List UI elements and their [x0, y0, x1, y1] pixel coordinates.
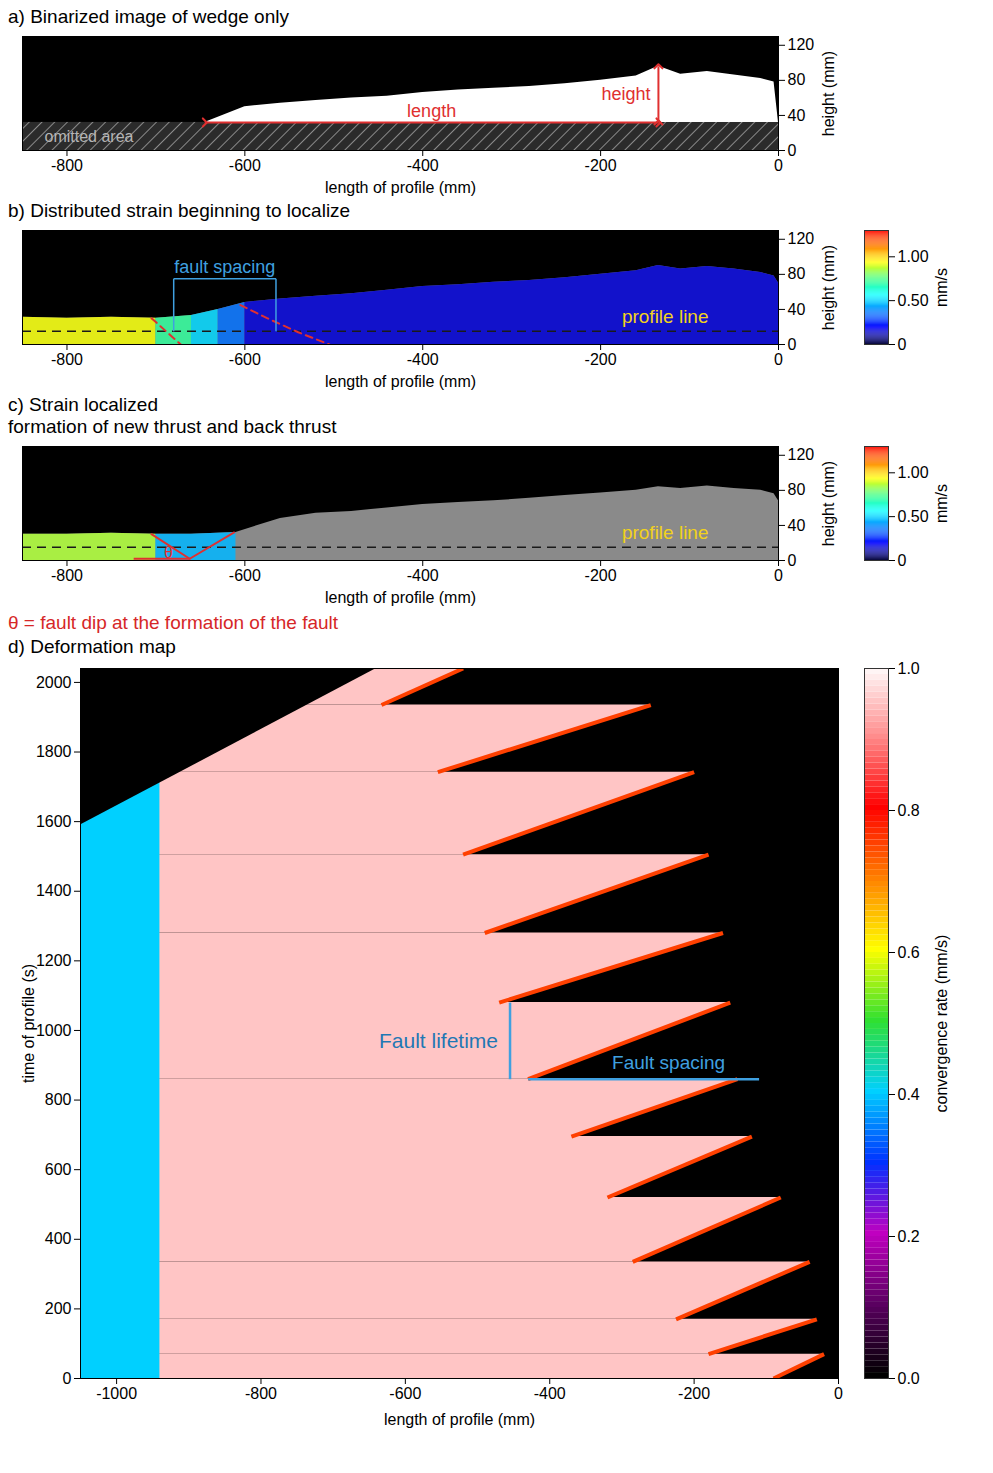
svg-text:mm/s: mm/s: [933, 484, 950, 523]
html-text:c) Strain localized: c) Strain localized: [8, 394, 158, 415]
svg-text:height (mm): height (mm): [820, 245, 837, 330]
svg-text:2000: 2000: [36, 674, 72, 691]
svg-text:120: 120: [788, 446, 815, 463]
svg-text:length of profile (mm): length of profile (mm): [325, 589, 476, 606]
svg-text:Fault spacing: Fault spacing: [612, 1052, 725, 1073]
svg-text:80: 80: [788, 265, 806, 282]
svg-text:200: 200: [45, 1300, 72, 1317]
svg-text:120: 120: [788, 230, 815, 247]
svg-text:0: 0: [788, 336, 797, 353]
svg-text:-400: -400: [407, 157, 439, 174]
svg-text:1.00: 1.00: [898, 464, 929, 481]
svg-text:-400: -400: [534, 1385, 566, 1402]
svg-text:-200: -200: [678, 1385, 710, 1402]
svg-text:1800: 1800: [36, 743, 72, 760]
svg-text:0: 0: [898, 552, 907, 569]
svg-text:120: 120: [788, 36, 815, 53]
svg-text:-1000: -1000: [96, 1385, 137, 1402]
html-text:d) Deformation map: d) Deformation map: [8, 636, 176, 657]
svg-text:length of profile (mm): length of profile (mm): [384, 1411, 535, 1428]
svg-text:-600: -600: [389, 1385, 421, 1402]
svg-text:profile line: profile line: [622, 306, 709, 327]
svg-text:0.6: 0.6: [898, 944, 920, 961]
svg-text:-600: -600: [229, 157, 261, 174]
svg-text:0.8: 0.8: [898, 802, 920, 819]
svg-text:-400: -400: [407, 351, 439, 368]
svg-text:height (mm): height (mm): [820, 461, 837, 546]
svg-text:-200: -200: [585, 351, 617, 368]
svg-text:-200: -200: [585, 157, 617, 174]
svg-text:0.2: 0.2: [898, 1228, 920, 1245]
svg-text:convergence rate (mm/s): convergence rate (mm/s): [933, 935, 950, 1113]
svg-text:40: 40: [788, 301, 806, 318]
svg-text:1600: 1600: [36, 813, 72, 830]
svg-text:1.00: 1.00: [898, 248, 929, 265]
svg-text:profile line: profile line: [622, 522, 709, 543]
svg-text:0: 0: [774, 567, 783, 584]
svg-text:-800: -800: [51, 157, 83, 174]
html-text:b) Distributed strain beginnin: b) Distributed strain beginning to local…: [8, 200, 351, 221]
svg-text:-800: -800: [51, 567, 83, 584]
svg-text:length of profile (mm): length of profile (mm): [325, 179, 476, 196]
svg-text:0: 0: [63, 1370, 72, 1387]
svg-text:Fault lifetime: Fault lifetime: [379, 1029, 498, 1052]
svg-text:1400: 1400: [36, 882, 72, 899]
svg-text:0: 0: [774, 351, 783, 368]
svg-text:fault spacing: fault spacing: [174, 257, 275, 277]
svg-text:height (mm): height (mm): [820, 51, 837, 136]
html-text:a) Binarized image of wedge on: a) Binarized image of wedge only: [8, 6, 289, 27]
svg-text:40: 40: [788, 107, 806, 124]
svg-text:1.0: 1.0: [898, 660, 920, 677]
svg-text:omitted area: omitted area: [45, 128, 134, 145]
svg-text:400: 400: [45, 1230, 72, 1247]
svg-text:θ: θ: [164, 544, 173, 561]
svg-text:800: 800: [45, 1091, 72, 1108]
svg-text:0: 0: [774, 157, 783, 174]
svg-text:600: 600: [45, 1161, 72, 1178]
svg-text:time of profile (s): time of profile (s): [20, 964, 37, 1083]
svg-text:0.50: 0.50: [898, 508, 929, 525]
svg-text:-800: -800: [245, 1385, 277, 1402]
svg-text:0: 0: [834, 1385, 843, 1402]
svg-text:0.50: 0.50: [898, 292, 929, 309]
svg-text:length: length: [407, 101, 456, 121]
svg-text:length of profile (mm): length of profile (mm): [325, 373, 476, 390]
svg-text:-600: -600: [229, 567, 261, 584]
svg-text:-800: -800: [51, 351, 83, 368]
svg-text:0.0: 0.0: [898, 1370, 920, 1387]
html-text:formation of new thrust and ba: formation of new thrust and back thrust: [8, 416, 337, 437]
svg-text:height: height: [601, 84, 650, 104]
svg-text:0: 0: [788, 142, 797, 159]
svg-text:-200: -200: [585, 567, 617, 584]
svg-text:1000: 1000: [36, 1022, 72, 1039]
svg-text:0: 0: [898, 336, 907, 353]
svg-text:1200: 1200: [36, 952, 72, 969]
svg-text:0: 0: [788, 552, 797, 569]
svg-text:-400: -400: [407, 567, 439, 584]
svg-text:80: 80: [788, 481, 806, 498]
svg-text:40: 40: [788, 517, 806, 534]
html-text:θ = fault dip at the formation: θ = fault dip at the formation of the fa…: [8, 612, 339, 633]
svg-text:0.4: 0.4: [898, 1086, 920, 1103]
svg-text:-600: -600: [229, 351, 261, 368]
svg-text:80: 80: [788, 71, 806, 88]
svg-text:mm/s: mm/s: [933, 268, 950, 307]
